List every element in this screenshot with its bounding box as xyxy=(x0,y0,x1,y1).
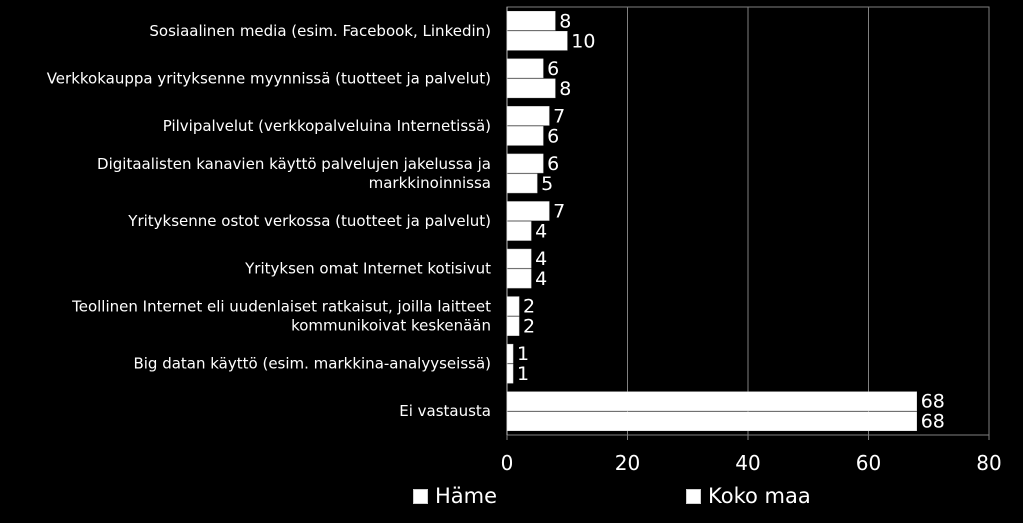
category-label: Teollinen Internet eli uudenlaiset ratka… xyxy=(71,298,491,335)
data-label-h-me: 8 xyxy=(559,10,571,32)
x-tick-label: 20 xyxy=(615,451,640,475)
bar-koko-maa xyxy=(506,363,514,384)
bar-koko-maa xyxy=(506,411,917,431)
data-label-koko-maa: 4 xyxy=(535,221,547,243)
bar-koko-maa xyxy=(506,221,532,241)
bar-h-me xyxy=(506,106,550,126)
data-label-h-me: 7 xyxy=(553,105,565,127)
legend-item-koko-maa: Koko maa xyxy=(686,484,811,508)
x-tick-label: 0 xyxy=(501,451,514,475)
x-tick-label: 60 xyxy=(856,451,881,475)
data-label-koko-maa: 5 xyxy=(541,173,553,195)
x-tick-label: 80 xyxy=(976,451,1001,475)
legend-item-hame: Häme xyxy=(413,484,497,508)
bar-koko-maa xyxy=(506,78,556,99)
bar-h-me xyxy=(506,153,544,174)
category-label: Big datan käyttö (esim. markkina-analyys… xyxy=(133,355,491,373)
bar-h-me xyxy=(506,391,917,411)
category-label: Sosiaalinen media (esim. Facebook, Linke… xyxy=(149,22,491,40)
category-label: Yrityksen omat Internet kotisivut xyxy=(244,260,491,278)
category-label: Verkkokauppa yrityksenne myynnissä (tuot… xyxy=(47,69,491,87)
category-label: Pilvipalvelut (verkkopalveluina Internet… xyxy=(163,117,491,135)
category-label: Digitaalisten kanavien käyttö palvelujen… xyxy=(97,155,491,192)
bar-koko-maa xyxy=(506,126,544,146)
data-label-koko-maa: 4 xyxy=(535,268,547,290)
bar-h-me xyxy=(506,58,544,79)
data-label-koko-maa: 2 xyxy=(523,316,535,338)
data-label-h-me: 6 xyxy=(547,153,559,175)
bar-h-me xyxy=(506,11,556,31)
legend-swatch-hame xyxy=(413,488,428,504)
data-label-koko-maa: 6 xyxy=(547,125,559,147)
bar-h-me xyxy=(506,343,514,364)
bar-koko-maa xyxy=(506,316,520,336)
data-label-h-me: 1 xyxy=(517,343,529,365)
data-label-h-me: 2 xyxy=(523,296,535,318)
bar-h-me xyxy=(506,296,520,316)
data-label-h-me: 6 xyxy=(547,58,559,80)
bar-koko-maa xyxy=(506,268,532,289)
data-label-h-me: 68 xyxy=(921,391,945,413)
x-tick-label: 40 xyxy=(735,451,760,475)
category-label: Ei vastausta xyxy=(399,402,491,420)
bar-h-me xyxy=(506,248,532,269)
legend-swatch-koko-maa xyxy=(686,488,701,504)
data-label-koko-maa: 68 xyxy=(921,411,945,433)
data-label-koko-maa: 10 xyxy=(571,30,595,52)
data-label-koko-maa: 8 xyxy=(559,78,571,100)
bar-koko-maa xyxy=(506,173,538,194)
legend-label-hame: Häme xyxy=(435,484,498,508)
data-label-h-me: 7 xyxy=(553,201,565,223)
bar-h-me xyxy=(506,201,550,221)
category-label: Yrityksenne ostot verkossa (tuotteet ja … xyxy=(127,212,491,230)
legend-label-koko-maa: Koko maa xyxy=(708,484,811,508)
bar-koko-maa xyxy=(506,31,568,51)
data-label-koko-maa: 1 xyxy=(517,363,529,385)
data-label-h-me: 4 xyxy=(535,248,547,270)
